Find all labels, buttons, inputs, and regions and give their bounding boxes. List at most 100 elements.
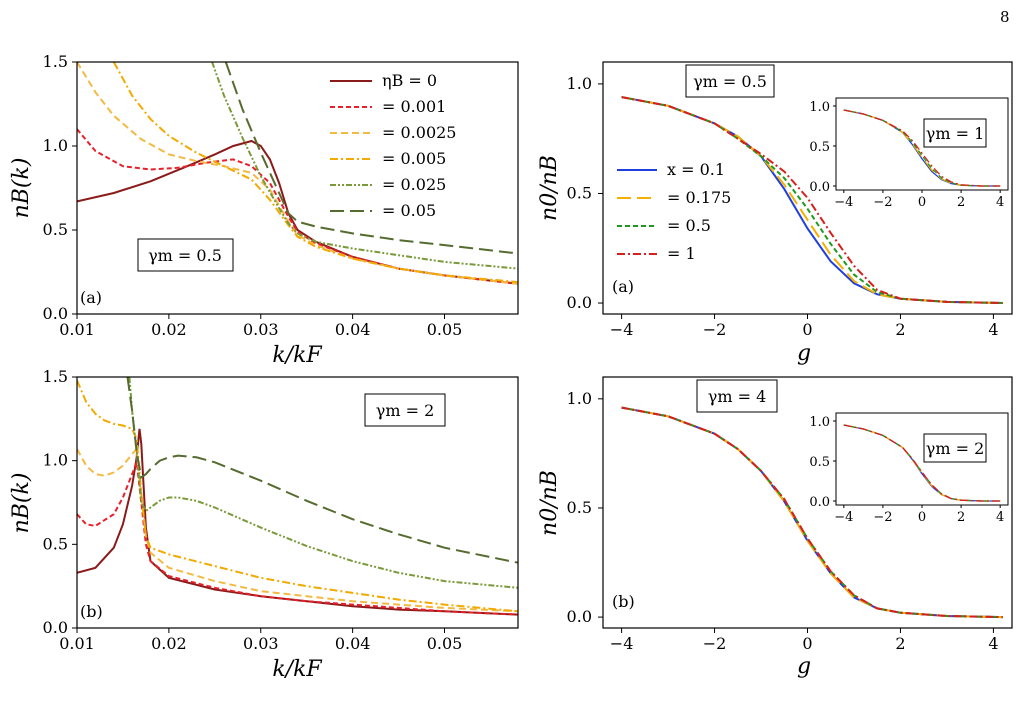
panel-label: (b): [80, 602, 103, 621]
y-tick-label: 0.0: [567, 293, 592, 312]
y-tick-label: 0.0: [809, 180, 830, 195]
x-tick-label: 0: [802, 320, 812, 339]
x-axis-label: k/kF: [272, 657, 322, 682]
y-axis-label: n0/nB: [537, 155, 562, 221]
inset-series-line-4: [843, 109, 1001, 187]
x-axis-label: k/kF: [272, 343, 322, 368]
x-tick-label: −2: [873, 195, 892, 210]
x-tick-label: 0.05: [427, 320, 463, 339]
x-tick-label: 0.03: [243, 320, 279, 339]
x-tick-label: 0.03: [243, 634, 279, 653]
legend-entry: = 0.001: [382, 97, 446, 116]
x-tick-label: 0.04: [335, 320, 371, 339]
y-tick-label: 1.5: [43, 52, 68, 71]
legend-entry: = 0.005: [382, 149, 446, 168]
x-tick-label: −4: [610, 634, 634, 653]
gamma-box: [685, 64, 775, 98]
x-axis-label: g: [797, 654, 811, 679]
gamma-label: γm = 4: [708, 387, 767, 406]
panel-label: (a): [80, 288, 102, 307]
x-tick-label: 4: [988, 634, 998, 653]
legend-entry: = 1: [667, 244, 696, 263]
inset-gamma-box: [923, 118, 987, 148]
y-tick-label: 1.0: [43, 136, 68, 155]
gamma-label: γm = 0.5: [693, 72, 767, 91]
x-tick-label: 0.02: [151, 634, 187, 653]
x-tick-label: −2: [873, 510, 892, 525]
x-tick-label: 4: [996, 195, 1004, 210]
inset-gamma-label: γm = 1: [926, 124, 985, 143]
y-axis-label: n0/nB: [537, 470, 562, 536]
legend: ηB = 0 = 0.001 = 0.0025 = 0.005 = 0.025 = 0.0…: [330, 71, 456, 220]
gamma-box: [364, 393, 446, 427]
legend: x = 0.1 = 0.175 = 0.5 = 1: [617, 160, 731, 263]
series-line-6: [224, 62, 518, 255]
y-tick-label: 0.0: [43, 304, 68, 323]
x-tick-label: 0: [802, 634, 812, 653]
x-tick-label: 0.01: [59, 634, 95, 653]
y-tick-label: 1.0: [809, 415, 830, 430]
gamma-box: [696, 379, 778, 413]
x-tick-label: −4: [834, 510, 853, 525]
series-line-4: [77, 379, 518, 613]
series-line-5: [128, 377, 518, 589]
x-tick-label: 0.02: [151, 320, 187, 339]
inset: −4 −2 0 2 4 0.0 0.5 1.0 γm = 2: [809, 412, 1009, 525]
y-tick-label: 0.0: [809, 495, 830, 510]
plot-frame: [76, 376, 519, 629]
x-axis-label: g: [797, 341, 811, 366]
plot-frame: [76, 61, 519, 315]
panel-label: (a): [612, 277, 634, 296]
y-tick-label: 0.5: [43, 534, 68, 553]
x-tick-label: 0.01: [59, 320, 95, 339]
gamma-box: [137, 238, 234, 272]
x-tick-label: 2: [895, 320, 905, 339]
y-tick-label: 1.0: [809, 100, 830, 115]
x-tick-label: 0: [918, 195, 926, 210]
panel-top-left: 0.01 0.02 0.03 0.04 0.05 0.0 0.5 1.0 1.5 nB(k) k…: [9, 52, 519, 368]
legend-entry: = 0.05: [382, 201, 436, 220]
y-tick-label: 0.5: [43, 220, 68, 239]
y-tick-label: 1.0: [567, 389, 592, 408]
legend-entry: x = 0.1: [667, 160, 725, 179]
panel-label: (b): [612, 592, 635, 611]
inset: −4 −2 0 2 4 0.0 0.5 1.0 γm = 1: [809, 97, 1009, 210]
x-tick-label: 0.04: [335, 634, 371, 653]
legend-entry: = 0.0025: [382, 123, 456, 142]
x-tick-label: 4: [988, 320, 998, 339]
legend-entry: ηB = 0: [382, 71, 437, 90]
series-line-5: [211, 62, 518, 270]
page-number: 8: [1000, 8, 1010, 26]
panel-bottom-left: 0.01 0.02 0.03 0.04 0.05 0.0 0.5 1.0 1.5 nB(k) k…: [9, 367, 519, 682]
y-axis-label: nB(k): [9, 473, 34, 534]
y-tick-label: 0.0: [567, 607, 592, 626]
x-tick-label: 2: [895, 634, 905, 653]
series-line-2: [77, 461, 518, 616]
legend-entry: = 0.025: [382, 175, 446, 194]
series-line-6: [126, 377, 518, 564]
x-tick-label: −4: [610, 320, 634, 339]
x-tick-label: −2: [703, 320, 727, 339]
y-tick-label: 0.5: [567, 498, 592, 517]
x-tick-label: −4: [834, 195, 853, 210]
legend-entry: = 0.5: [667, 216, 711, 235]
x-tick-label: 2: [957, 195, 965, 210]
inset-series-line-4: [843, 424, 1001, 502]
x-tick-label: 0.05: [427, 634, 463, 653]
series-line-4: [112, 62, 518, 284]
y-tick-label: 0.5: [809, 455, 830, 470]
x-tick-label: 2: [957, 510, 965, 525]
panel-top-right: −4 −2 0 2 4 0.0 0.5 1.0 n0/nB g (a) γm = 0.5 x …: [537, 61, 1013, 366]
y-tick-label: 1.5: [43, 367, 68, 386]
panel-bottom-right: −4 −2 0 2 4 0.0 0.5 1.0 n0/nB g (b) γm = 4 −4 −2…: [537, 376, 1013, 679]
y-tick-label: 1.0: [43, 451, 68, 470]
x-tick-label: −2: [703, 634, 727, 653]
inset-gamma-box: [923, 433, 987, 463]
series-line-4: [621, 406, 1003, 619]
x-tick-label: 0: [918, 510, 926, 525]
series-line-4: [621, 96, 1003, 304]
x-tick-label: 4: [996, 510, 1004, 525]
inset-gamma-label: γm = 2: [926, 439, 985, 458]
y-tick-label: 0.5: [809, 140, 830, 155]
